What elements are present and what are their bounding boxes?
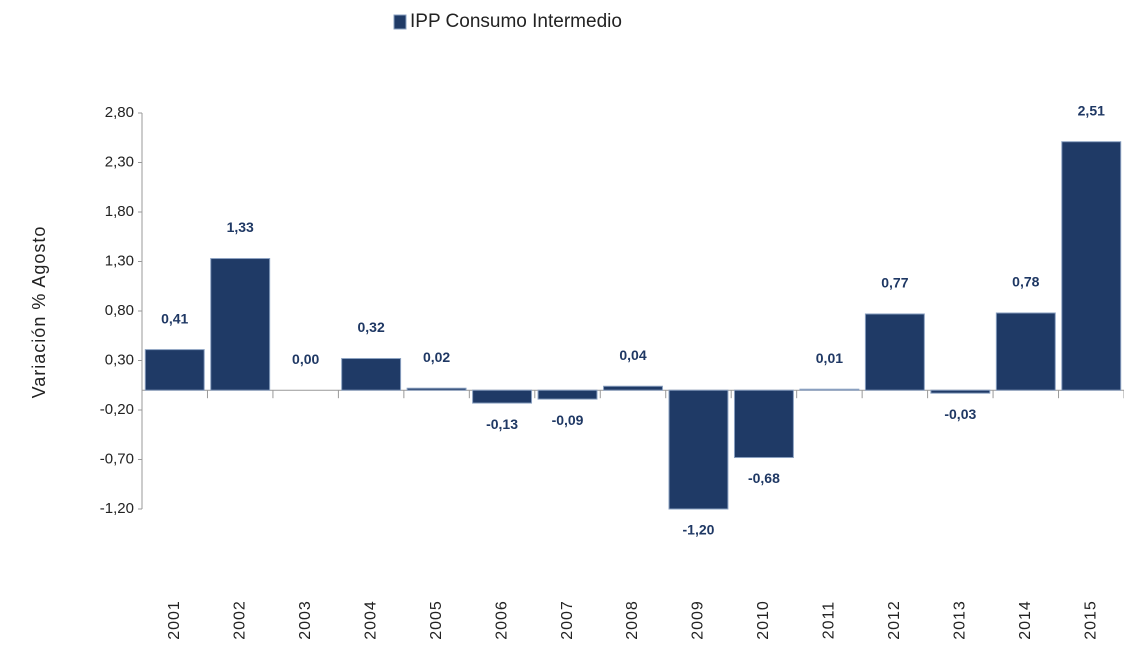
bar [603,385,663,391]
value-label: -0,13 [486,416,518,432]
x-tick-label: 2005 [428,600,445,640]
y-axis-title: Variación % Agosto [29,226,49,399]
x-tick-label: 2010 [755,600,772,640]
value-label: 0,77 [881,275,908,291]
value-label: -0,03 [944,406,976,422]
x-tick-label: 2015 [1082,600,1099,640]
x-tick-label: 2014 [1017,600,1034,640]
y-tick-label: 2,30 [105,153,134,170]
x-tick-label: 2007 [559,600,576,640]
bar [995,312,1056,391]
x-tick-label: 2009 [690,600,707,640]
bar [864,313,925,391]
y-tick-label: 2,80 [105,104,134,121]
y-tick-label: 1,30 [105,252,134,269]
x-tick-label: 2004 [362,600,379,640]
bar [537,389,598,400]
x-tick-label: 2012 [886,600,903,640]
value-label: 0,32 [358,319,385,335]
x-tick-label: 2002 [231,600,248,640]
x-tick-label: 2006 [493,600,510,640]
y-tick-label: 0,80 [105,302,134,319]
value-label: 0,41 [161,310,188,326]
bar [799,388,860,391]
bar [341,358,402,391]
bar [733,389,794,459]
bar [144,349,205,391]
x-tick-label: 2013 [952,600,969,640]
value-label: -0,68 [748,470,780,486]
y-tick-label: -0,70 [100,450,134,467]
value-label: 0,00 [292,351,319,367]
value-label: 0,04 [619,347,646,363]
bar [210,258,271,391]
value-label: 2,51 [1078,102,1105,118]
bar [668,389,729,510]
value-label: -1,20 [683,522,715,538]
y-tick-label: 0,30 [105,351,134,368]
x-tick-label: 2008 [624,600,641,640]
value-label: 0,01 [816,350,843,366]
bar [472,389,533,404]
x-tick-label: 2011 [821,601,838,639]
value-label: 0,02 [423,349,450,365]
value-label: 0,78 [1012,274,1039,290]
legend-label: IPP Consumo Intermedio [410,11,622,32]
legend-swatch [393,14,407,30]
x-tick-label: 2003 [297,600,314,640]
y-tick-label: 1,80 [105,203,134,220]
bar [1061,141,1122,391]
y-tick-label: -1,20 [100,500,134,517]
y-tick-label: -0,20 [100,401,134,418]
x-tick-label: 2001 [166,600,183,640]
value-label: -0,09 [552,412,584,428]
bar [406,387,467,391]
bar [930,389,991,394]
value-label: 1,33 [227,219,254,235]
